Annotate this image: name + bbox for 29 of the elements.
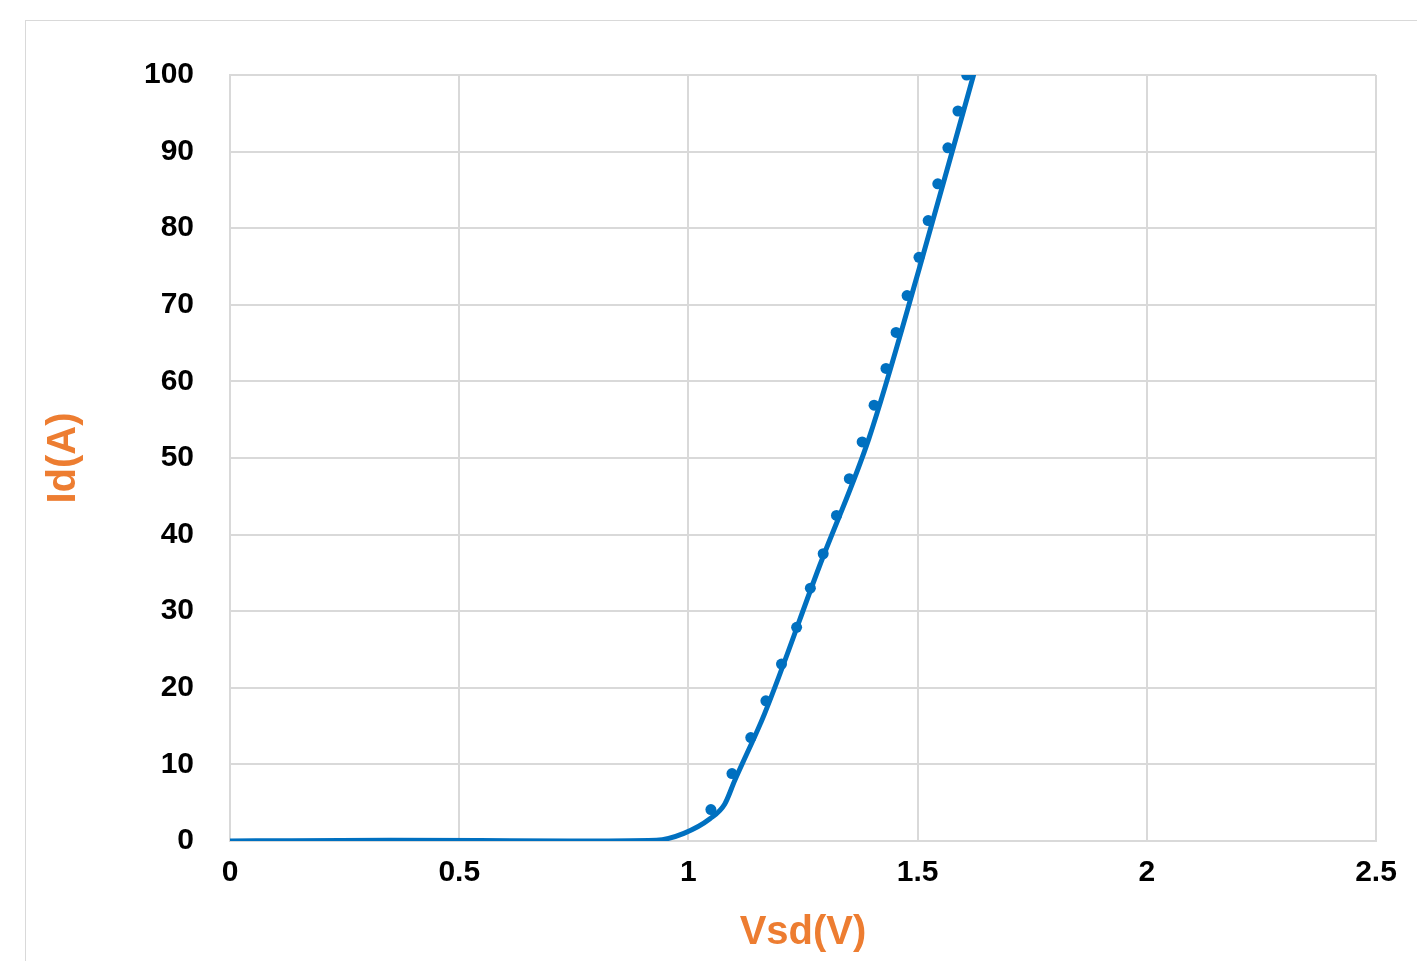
- y-axis-title: Id(A): [39, 412, 84, 504]
- y-tick-label: 40: [160, 515, 195, 549]
- x-tick-label: 1: [680, 854, 697, 888]
- y-tick-label: 70: [160, 286, 195, 320]
- y-tick-label: 10: [160, 745, 195, 779]
- point: [913, 251, 925, 263]
- x-axis-title: Vsd(V): [739, 908, 867, 953]
- point: [830, 509, 842, 521]
- y-tick-label: 100: [143, 56, 195, 90]
- y-tick-label: 20: [160, 669, 195, 703]
- x-tick-label: 2: [1138, 854, 1156, 888]
- y-tick-label: 60: [160, 362, 195, 396]
- point: [791, 621, 803, 633]
- x-tick-label: 2.5: [1355, 854, 1397, 888]
- y-tick-label: 0: [177, 822, 195, 856]
- y-tick-label: 90: [160, 132, 195, 166]
- point: [726, 768, 738, 780]
- y-tick-label: 50: [160, 439, 195, 473]
- x-tick-label: 1.5: [896, 854, 939, 888]
- x-tick-label: 0: [221, 854, 239, 888]
- x-tick-label: 0.5: [438, 854, 481, 888]
- point: [856, 436, 868, 448]
- point: [775, 658, 787, 670]
- point: [804, 582, 816, 594]
- point: [745, 732, 757, 744]
- y-tick-label: 30: [160, 592, 195, 626]
- point: [705, 804, 717, 816]
- y-tick-label: 80: [160, 209, 195, 243]
- point: [817, 548, 829, 560]
